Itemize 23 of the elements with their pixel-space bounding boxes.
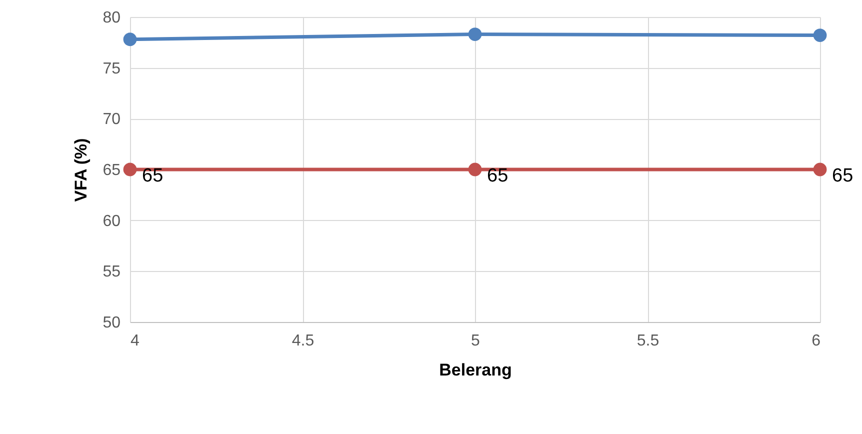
- data-label: 65: [487, 166, 508, 186]
- y-tick-label: 55: [102, 264, 121, 281]
- y-axis-title: VFA (%): [72, 138, 91, 202]
- y-tick-label: 65: [102, 162, 121, 179]
- y-tick-label: 60: [102, 212, 121, 230]
- point: [813, 28, 827, 42]
- x-tick-label: 6: [812, 332, 821, 350]
- x-tick-label: 4: [130, 332, 140, 350]
- x-axis-title: Belerang: [439, 360, 512, 380]
- x-tick-label: 5.5: [636, 332, 660, 350]
- point: [468, 162, 482, 176]
- y-tick-label: 75: [102, 60, 121, 78]
- data-label: 65: [832, 166, 854, 186]
- point: [468, 28, 482, 41]
- y-tick-label: 70: [102, 111, 121, 128]
- point: [123, 162, 137, 176]
- x-tick-label: 5: [471, 332, 480, 350]
- y-tick-label: 80: [102, 10, 121, 26]
- y-tick-label: 50: [102, 314, 121, 332]
- point: [123, 32, 137, 46]
- x-tick-label: 4.5: [292, 332, 314, 350]
- data-label: 65: [142, 166, 164, 186]
- point: [813, 162, 827, 176]
